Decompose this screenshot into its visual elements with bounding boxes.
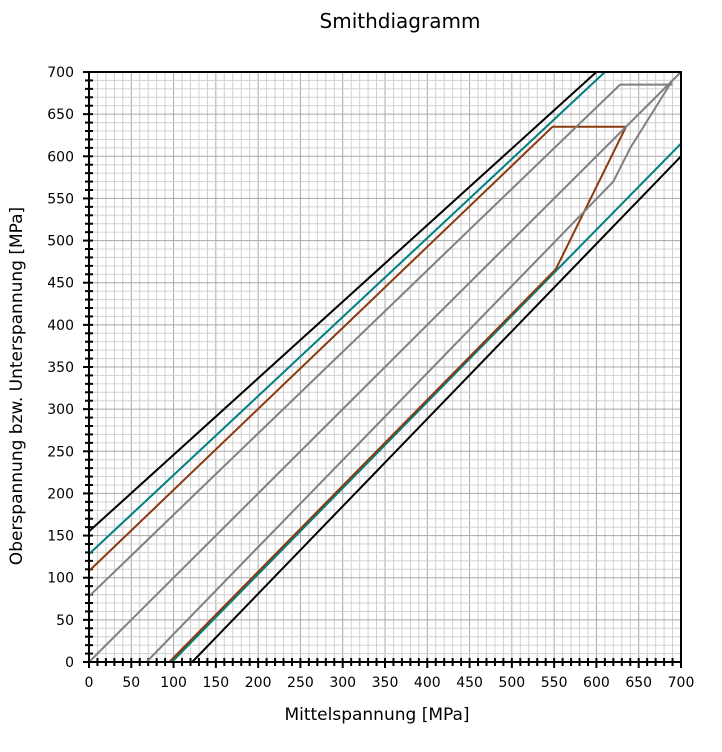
y-tick-label: 100 (47, 571, 74, 587)
series-line-2 (191, 155, 682, 663)
x-tick-label: 0 (85, 675, 94, 691)
y-tick-label: 350 (47, 360, 74, 376)
series-line-8 (145, 79, 674, 663)
plot-frame (88, 71, 682, 663)
y-tick-label: 400 (47, 318, 74, 334)
series-group (88, 71, 682, 663)
x-tick-label: 500 (498, 675, 525, 691)
series-line-1 (88, 71, 598, 533)
x-tick-label: 600 (583, 675, 610, 691)
y-tick-label: 200 (47, 486, 74, 502)
series-line-4 (171, 142, 682, 663)
y-tick-label: 150 (47, 529, 74, 545)
y-tick-label: 0 (65, 655, 74, 671)
series-line-7 (88, 83, 673, 598)
y-tick-label: 50 (56, 613, 74, 629)
series-line-5 (88, 125, 626, 572)
x-tick-label: 150 (202, 675, 229, 691)
y-tick-label: 450 (47, 276, 74, 292)
y-axis-label: Oberspannung bzw. Unterspannung [MPa] (7, 207, 27, 565)
y-tick-label: 550 (47, 191, 74, 207)
x-tick-label: 250 (287, 675, 314, 691)
x-axis-label: Mittelspannung [MPa] (284, 705, 469, 725)
x-tick-label: 300 (329, 675, 356, 691)
x-tick-label: 200 (245, 675, 272, 691)
series-line-3 (88, 71, 606, 555)
y-tick-label: 500 (47, 234, 74, 250)
x-tick-label: 350 (372, 675, 399, 691)
axis-ticks: 0 50 100 150 200 250 300 350 400 450 500 550 600 650 7… (47, 65, 694, 691)
y-tick-label: 700 (47, 65, 74, 81)
series-line-6 (168, 126, 627, 663)
x-tick-label: 100 (160, 675, 187, 691)
x-tick-label: 450 (456, 675, 483, 691)
chart-title: Smithdiagramm (320, 9, 481, 33)
y-tick-label: 250 (47, 444, 74, 460)
grid (88, 71, 682, 663)
y-tick-label: 300 (47, 402, 74, 418)
x-tick-label: 400 (414, 675, 441, 691)
series-line-9 (88, 71, 682, 663)
y-tick-label: 650 (47, 107, 74, 123)
x-tick-label: 700 (668, 675, 695, 691)
x-tick-label: 650 (625, 675, 652, 691)
x-tick-label: 50 (122, 675, 140, 691)
y-tick-label: 600 (47, 149, 74, 165)
x-tick-label: 550 (541, 675, 568, 691)
